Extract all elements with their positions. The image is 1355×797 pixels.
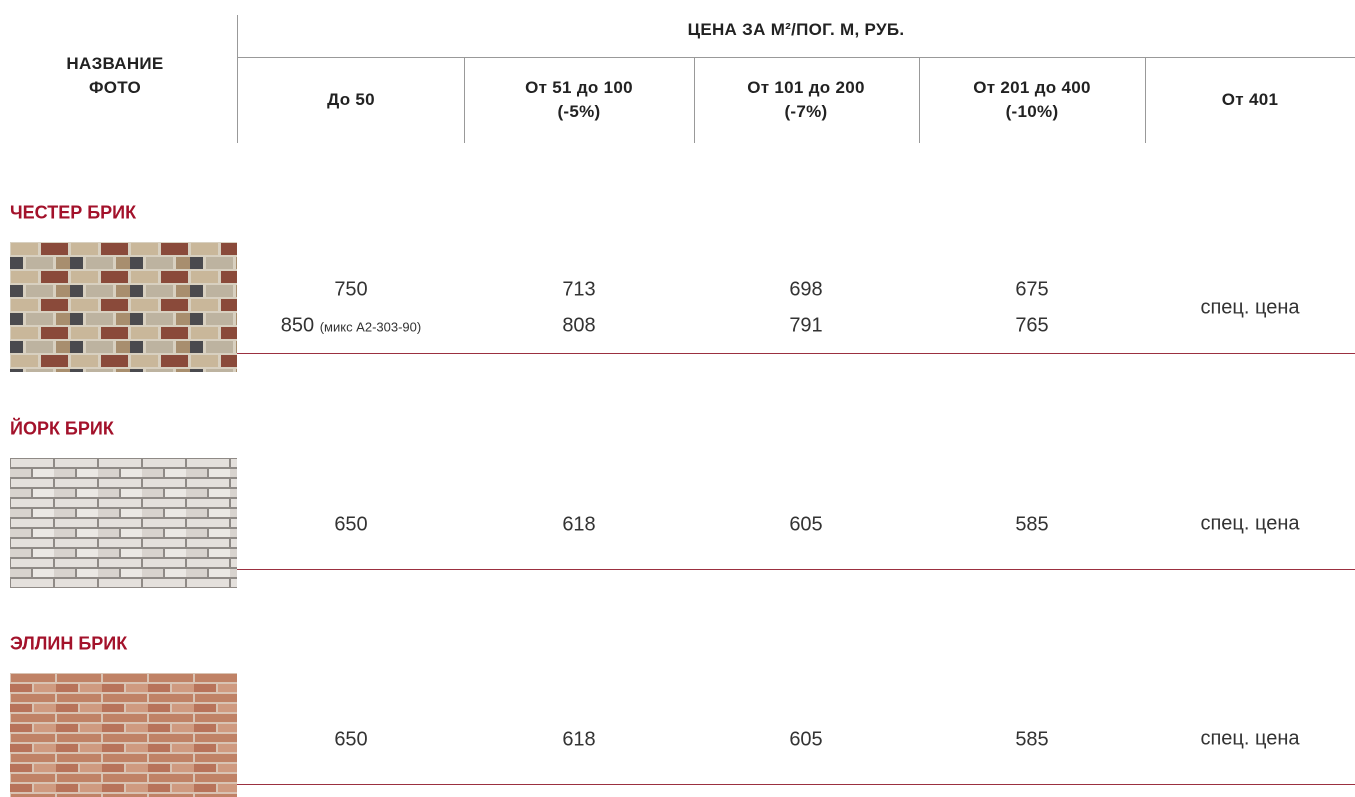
product-photo bbox=[10, 458, 237, 588]
column-header: От 401 bbox=[1137, 88, 1355, 112]
name-column-header: НАЗВАНИЕ ФОТО bbox=[66, 54, 164, 97]
price-value: 675 bbox=[1015, 278, 1049, 301]
divider bbox=[237, 15, 238, 143]
product-name: ЙОРК БРИК bbox=[10, 418, 114, 439]
column-header-line: От 201 до 400 bbox=[973, 78, 1091, 97]
price-value: 765 bbox=[1015, 314, 1049, 337]
product-photo bbox=[10, 242, 237, 372]
product-photo bbox=[10, 673, 237, 797]
price: 750 bbox=[238, 279, 464, 302]
price: 618 bbox=[466, 729, 692, 752]
product-name: ЭЛЛИН БРИК bbox=[10, 633, 128, 654]
row-line bbox=[237, 353, 1355, 354]
price-value: 585 bbox=[1015, 728, 1049, 751]
divider bbox=[694, 57, 695, 143]
column-header-line: (-7%) bbox=[784, 102, 828, 121]
price: 585 bbox=[919, 514, 1145, 537]
column-header-line: От 401 bbox=[1221, 90, 1279, 109]
column-header-line: (-5%) bbox=[557, 102, 601, 121]
column-header-line: От 101 до 200 bbox=[747, 78, 865, 97]
price-title: ЦЕНА ЗА М²/ПОГ. М, РУБ. bbox=[687, 20, 905, 39]
price-value: 650 bbox=[334, 728, 368, 751]
price-value: 750 bbox=[334, 278, 368, 301]
column-header: От 201 до 400 (-10%) bbox=[919, 76, 1145, 124]
divider bbox=[919, 57, 920, 143]
price: 850 (микс А2-303-90) bbox=[238, 315, 464, 338]
price: 765 bbox=[919, 315, 1145, 338]
price-value: 850 bbox=[280, 314, 315, 337]
price: 791 bbox=[693, 315, 919, 338]
price: 675 bbox=[919, 279, 1145, 302]
product-name: ЧЕСТЕР БРИК bbox=[10, 202, 137, 223]
price-value: 618 bbox=[562, 728, 596, 751]
price-value: 585 bbox=[1015, 513, 1049, 536]
price: 618 bbox=[466, 514, 692, 537]
row-line bbox=[237, 784, 1355, 785]
price: 713 bbox=[466, 279, 692, 302]
price: 698 bbox=[693, 279, 919, 302]
price: 650 bbox=[238, 514, 464, 537]
price-value: 605 bbox=[789, 513, 823, 536]
special-price: спец. цена bbox=[1200, 296, 1300, 319]
column-header: От 51 до 100 (-5%) bbox=[466, 76, 692, 124]
price-value: 618 bbox=[562, 513, 596, 536]
price: 650 bbox=[238, 729, 464, 752]
column-header: До 50 bbox=[238, 88, 464, 112]
price: 605 bbox=[693, 514, 919, 537]
price-value: 808 bbox=[562, 314, 596, 337]
row-line bbox=[237, 569, 1355, 570]
price-value: 698 bbox=[789, 278, 823, 301]
price: 605 bbox=[693, 729, 919, 752]
column-header: От 101 до 200 (-7%) bbox=[693, 76, 919, 124]
column-header-line: До 50 bbox=[327, 90, 375, 109]
price-value: 713 bbox=[562, 278, 596, 301]
column-header-line: (-10%) bbox=[1005, 102, 1059, 121]
price: 585 bbox=[919, 729, 1145, 752]
divider bbox=[237, 57, 1355, 58]
special-price: спец. цена bbox=[1200, 727, 1300, 750]
price-note: (микс А2-303-90) bbox=[319, 319, 422, 335]
price-value: 605 bbox=[789, 728, 823, 751]
divider bbox=[464, 57, 465, 143]
price-value: 650 bbox=[334, 513, 368, 536]
price: 808 bbox=[466, 315, 692, 338]
divider bbox=[1145, 57, 1146, 143]
price-value: 791 bbox=[789, 314, 823, 337]
special-price: спец. цена bbox=[1200, 512, 1300, 535]
column-header-line: От 51 до 100 bbox=[525, 78, 633, 97]
